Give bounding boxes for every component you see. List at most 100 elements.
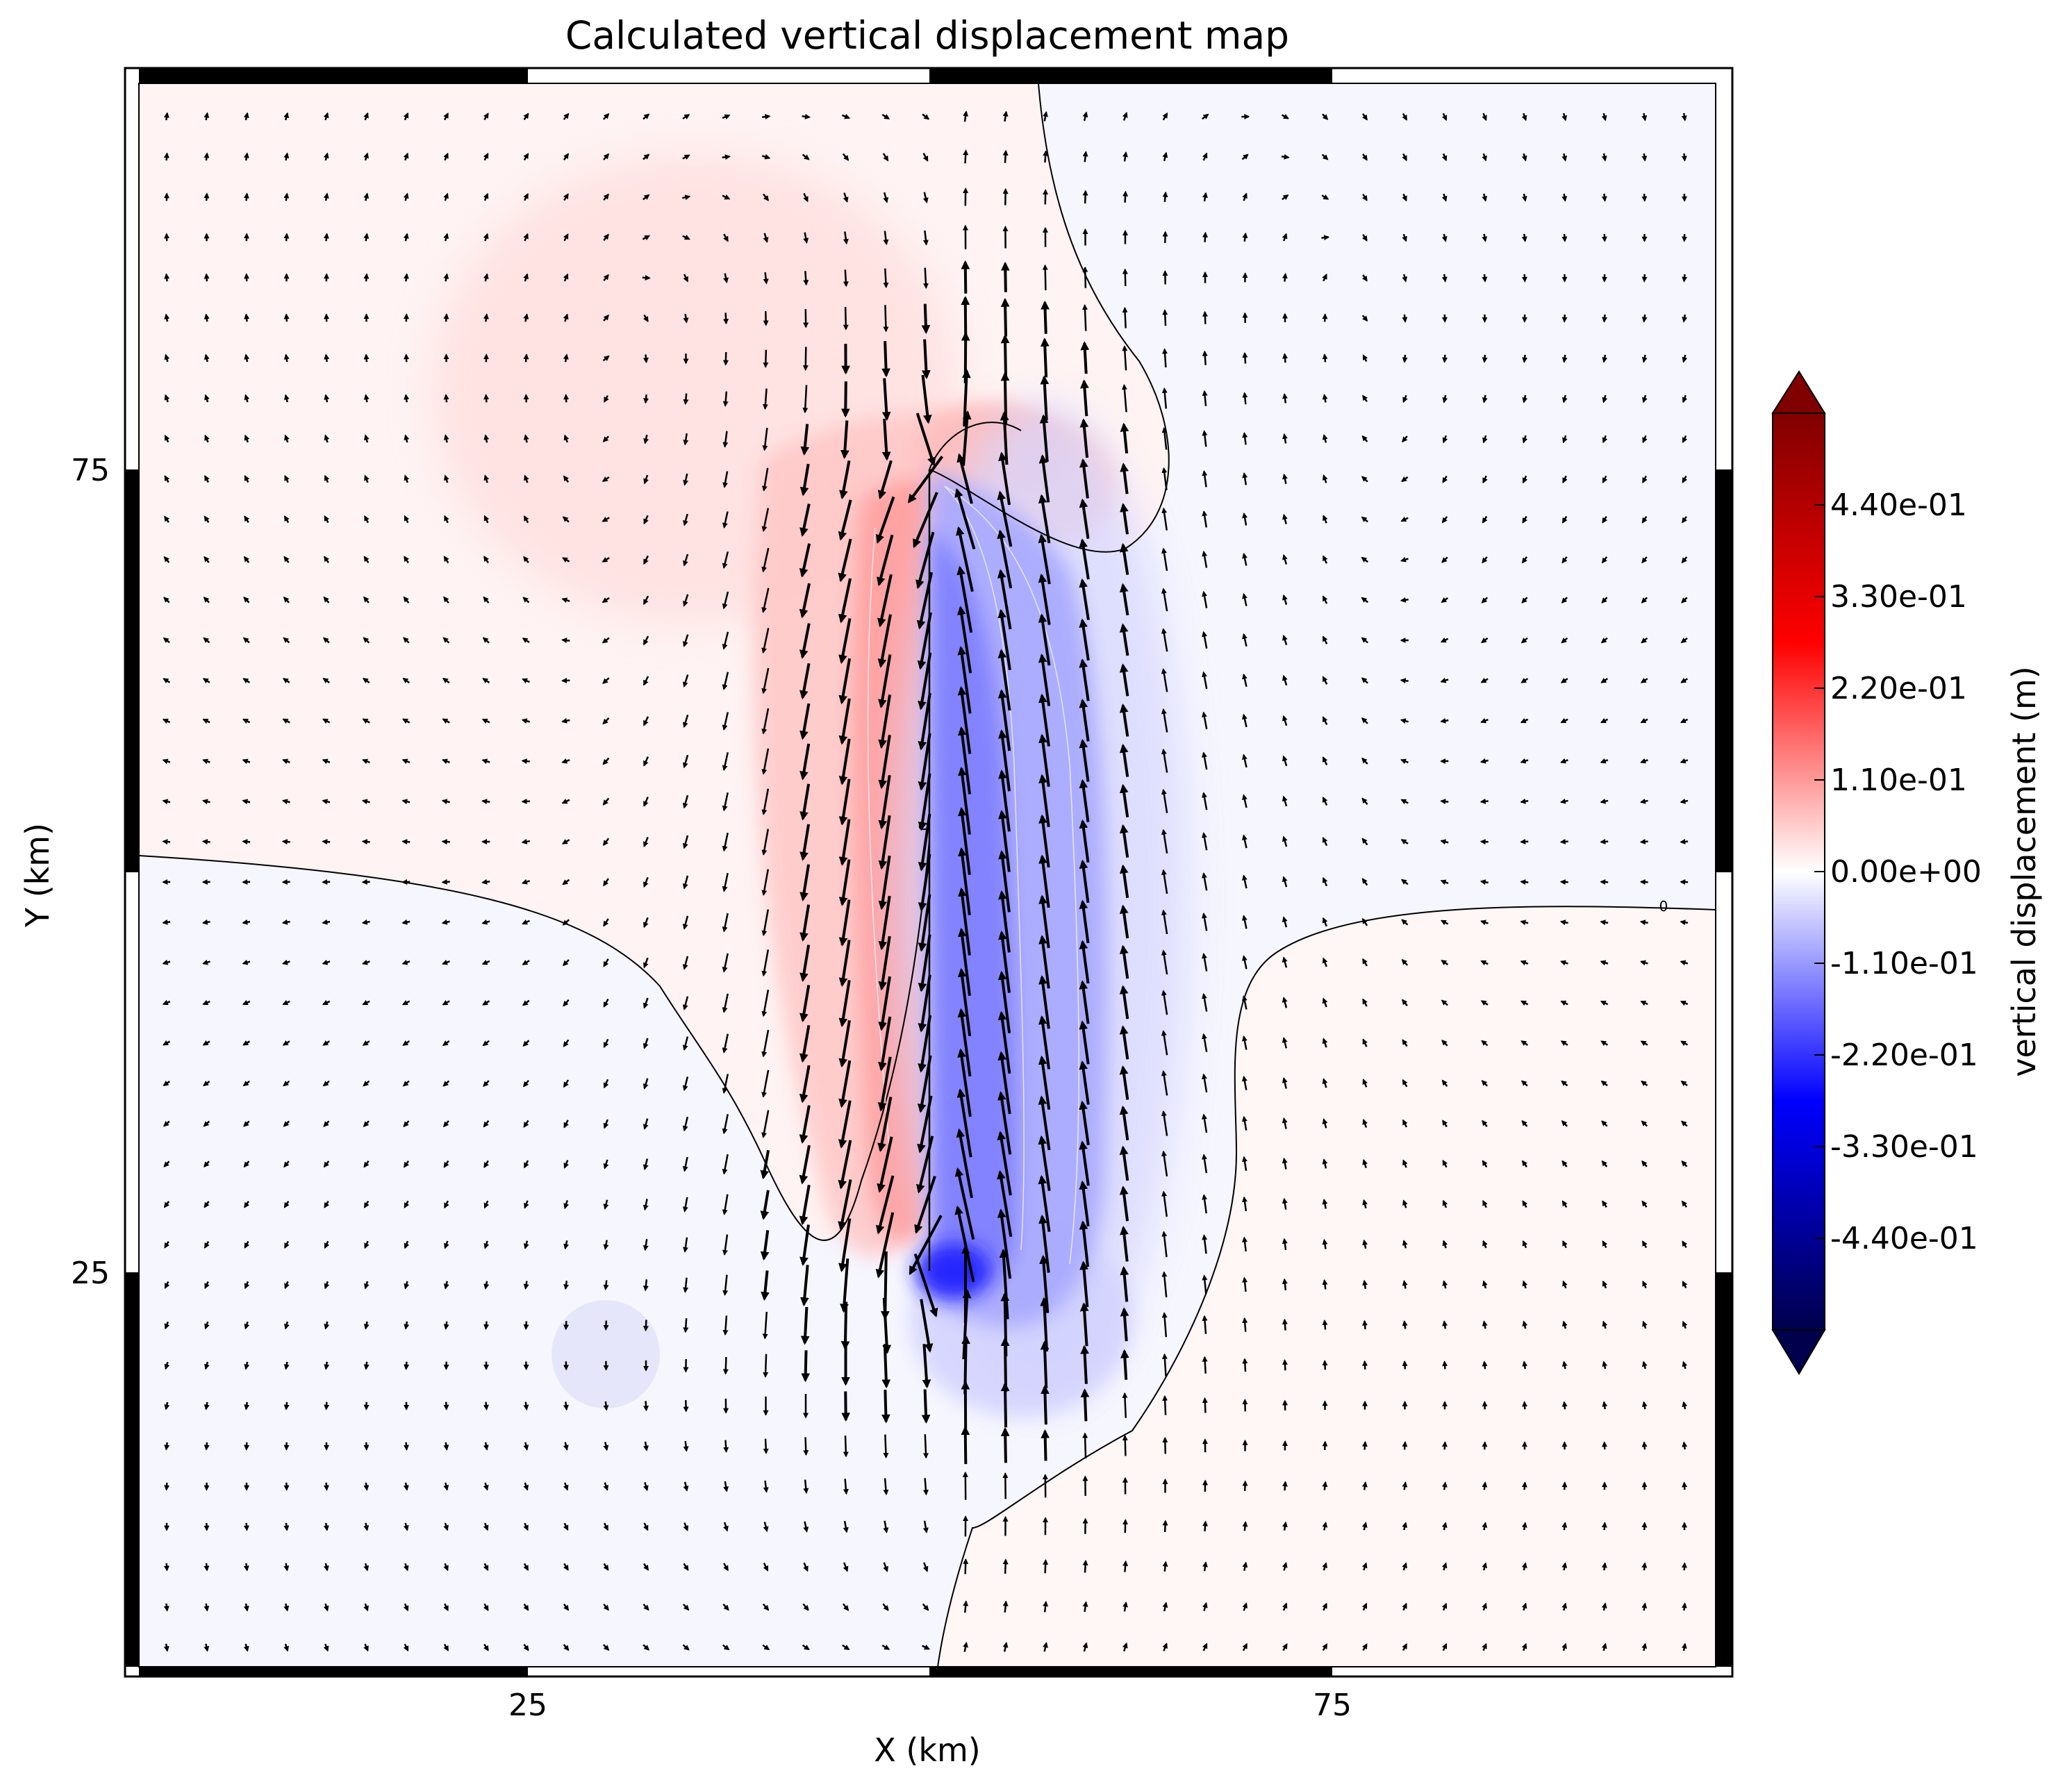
displacement-arrow xyxy=(522,1040,530,1047)
displacement-arrow xyxy=(881,378,891,421)
displacement-arrow xyxy=(404,474,410,483)
displacement-arrow xyxy=(722,993,729,1013)
displacement-arrow xyxy=(1481,637,1489,644)
displacement-arrow xyxy=(1322,797,1328,806)
displacement-arrow xyxy=(443,313,449,322)
displacement-arrow xyxy=(1520,677,1529,683)
displacement-arrow xyxy=(322,999,331,1006)
displacement-arrow xyxy=(322,677,330,684)
displacement-arrow xyxy=(323,596,330,604)
displacement-arrow xyxy=(1361,233,1368,242)
displacement-arrow xyxy=(1601,153,1607,162)
displacement-arrow xyxy=(563,1120,569,1129)
displacement-arrow xyxy=(1400,678,1409,684)
displacement-arrow xyxy=(363,1160,370,1168)
displacement-arrow xyxy=(401,879,411,885)
displacement-arrow xyxy=(1601,1120,1608,1127)
displacement-arrow xyxy=(1119,904,1129,939)
displacement-arrow xyxy=(1522,435,1528,444)
displacement-arrow xyxy=(957,766,971,835)
displacement-arrow xyxy=(1639,798,1648,804)
displacement-arrow xyxy=(883,305,889,333)
displacement-arrow xyxy=(1561,556,1568,564)
displacement-arrow xyxy=(763,1354,769,1378)
displacement-arrow xyxy=(917,1055,932,1113)
displacement-arrow xyxy=(722,631,729,650)
displacement-arrow xyxy=(1038,613,1051,666)
displacement-arrow xyxy=(1242,392,1248,405)
displacement-arrow xyxy=(1522,1361,1528,1370)
displacement-arrow xyxy=(282,999,290,1006)
displacement-arrow xyxy=(483,152,489,161)
displacement-arrow xyxy=(997,890,1011,953)
displacement-arrow xyxy=(1202,390,1208,406)
displacement-arrow xyxy=(1242,713,1248,728)
displacement-arrow xyxy=(1680,920,1689,926)
displacement-arrow xyxy=(1119,743,1129,777)
displacement-arrow xyxy=(1079,458,1089,499)
displacement-arrow xyxy=(1161,1150,1168,1176)
displacement-arrow xyxy=(1681,556,1688,564)
displacement-arrow xyxy=(878,815,891,870)
displacement-arrow xyxy=(442,677,450,684)
displacement-arrow xyxy=(1559,879,1568,885)
displacement-arrow xyxy=(1119,1025,1129,1060)
displacement-arrow xyxy=(875,496,895,544)
displacement-arrow xyxy=(957,927,971,996)
displacement-arrow xyxy=(1602,394,1608,403)
displacement-arrow xyxy=(643,917,649,929)
displacement-arrow xyxy=(683,313,689,324)
displacement-arrow xyxy=(643,434,649,444)
displacement-arrow xyxy=(843,306,849,331)
displacement-arrow xyxy=(799,864,811,901)
displacement-arrow xyxy=(1161,869,1168,894)
displacement-arrow xyxy=(1322,917,1328,927)
displacement-arrow xyxy=(1241,915,1248,929)
displacement-arrow xyxy=(603,918,609,927)
displacement-arrow xyxy=(763,193,769,201)
displacement-arrow xyxy=(722,591,729,610)
displacement-arrow xyxy=(1482,515,1488,524)
displacement-arrow xyxy=(1362,1119,1368,1128)
displacement-arrow xyxy=(401,758,411,765)
displacement-arrow xyxy=(204,556,210,563)
displacement-arrow xyxy=(761,909,770,937)
displacement-arrow xyxy=(481,758,490,765)
displacement-arrow xyxy=(1400,799,1409,805)
displacement-arrow xyxy=(643,1158,649,1171)
displacement-arrow xyxy=(1641,1160,1648,1167)
displacement-arrow xyxy=(918,813,931,872)
displacement-arrow xyxy=(1600,677,1608,683)
displacement-arrow xyxy=(1361,597,1368,604)
displacement-arrow xyxy=(1038,1055,1051,1110)
displacement-arrow xyxy=(1079,699,1090,742)
displacement-arrow xyxy=(881,113,890,120)
displacement-arrow xyxy=(244,474,250,483)
displacement-arrow xyxy=(1161,668,1168,692)
displacement-arrow xyxy=(1322,876,1328,887)
displacement-arrow xyxy=(1241,834,1248,849)
displacement-arrow xyxy=(1482,153,1487,162)
displacement-arrow xyxy=(602,797,610,806)
displacement-arrow xyxy=(1522,354,1528,363)
positive-region-se xyxy=(938,906,1716,1667)
displacement-arrow xyxy=(799,1065,811,1104)
displacement-arrow xyxy=(997,729,1011,792)
displacement-arrow xyxy=(1362,394,1368,402)
displacement-arrow xyxy=(563,313,569,322)
displacement-arrow xyxy=(839,460,851,500)
displacement-arrow xyxy=(442,1040,450,1047)
displacement-arrow xyxy=(799,904,811,942)
displacement-arrow xyxy=(643,716,649,726)
displacement-arrow xyxy=(1079,940,1090,984)
displacement-arrow xyxy=(483,273,489,282)
displacement-arrow xyxy=(1161,990,1168,1015)
displacement-arrow xyxy=(997,1091,1012,1155)
displacement-arrow xyxy=(563,475,570,483)
displacement-arrow xyxy=(1282,997,1288,1008)
displacement-arrow xyxy=(643,474,649,485)
displacement-arrow xyxy=(522,960,530,965)
displacement-arrow xyxy=(1601,1160,1608,1167)
displacement-arrow xyxy=(1241,995,1248,1010)
displacement-arrow xyxy=(563,353,569,363)
